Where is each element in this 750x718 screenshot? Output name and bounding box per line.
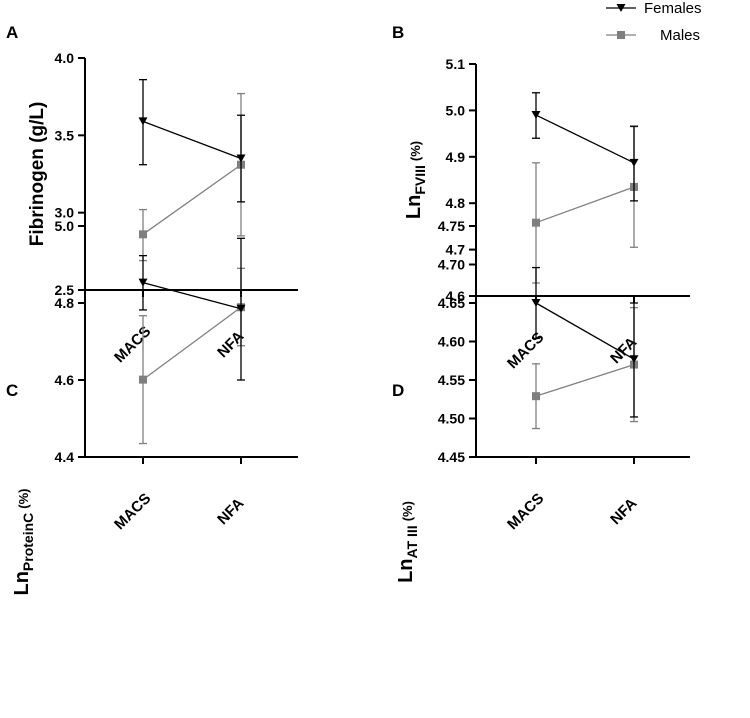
panel-d-ytick-label: 4.45 <box>438 449 465 465</box>
panel-b-males-point-macs <box>532 218 540 227</box>
panel-a-females-line <box>142 120 242 160</box>
panel-d-ytick-label: 4.60 <box>438 334 465 350</box>
legend-females-marker <box>616 4 626 12</box>
panel-a-ytick-label: 4.0 <box>55 50 75 66</box>
panel-d-xtick-label-macs: MACS <box>504 490 547 533</box>
legend: Females Males <box>606 0 702 44</box>
panel-d-ytick-label: 4.50 <box>438 411 465 427</box>
panel-d-ytick-label: 4.70 <box>438 257 465 273</box>
panel-c: C 4.4 4.6 4.8 5.0 MACS NFA LnProteinC(%) <box>6 218 298 596</box>
panel-d-ytick-label: 4.55 <box>438 372 465 388</box>
panel-b-females-line <box>535 114 635 164</box>
panel-d: D 4.45 4.50 4.55 4.60 4.65 4.70 4.75 MACS NFA Ln… <box>392 218 690 583</box>
panel-b-ytick-label: 5.0 <box>446 102 466 118</box>
panel-c-females-line <box>142 281 242 310</box>
panel-c-males-point-macs <box>139 375 147 384</box>
panel-a-y-label: Fibrinogen (g/L) <box>27 102 48 247</box>
panel-a-ytick-label: 3.0 <box>55 205 75 221</box>
panel-d-males-point-macs <box>532 392 540 401</box>
panel-d-ytick-label: 4.65 <box>438 295 465 311</box>
panel-d-xtick-label-nfa: NFA <box>607 495 640 528</box>
panel-b-ytick-label: 4.8 <box>446 195 466 211</box>
panel-c-males-line <box>142 306 242 381</box>
panel-d-females-line <box>535 302 635 360</box>
panel-b-xtick-label-macs: MACS <box>504 329 547 372</box>
panel-c-ytick-label: 4.4 <box>55 449 75 465</box>
panel-b-females-point-macs <box>531 111 541 120</box>
panel-b-males-line <box>535 186 635 224</box>
panel-a-xtick-label-nfa: NFA <box>214 328 247 361</box>
panel-b-ytick-label: 4.9 <box>446 149 466 165</box>
panel-d-females-point-macs <box>531 299 541 307</box>
panel-c-letter: C <box>6 381 18 400</box>
panel-b-ytick-label: 5.1 <box>446 56 466 72</box>
panel-d-y-label: LnAT III(%) <box>395 501 420 583</box>
panel-d-females-point-nfa <box>629 355 639 364</box>
panel-a: A 2.5 3.0 3.5 4.0 MACS NFA Fibrinogen (g/L) <box>6 23 298 366</box>
panel-b-y-label: LnFVIII(%) <box>403 141 428 219</box>
panel-a-ytick-label: 3.5 <box>55 127 75 143</box>
panel-a-ytick-label: 2.5 <box>55 282 75 298</box>
panel-c-females-point-nfa <box>236 304 246 313</box>
panel-b-females-point-nfa <box>629 158 639 167</box>
panel-d-ytick-label: 4.75 <box>438 218 465 234</box>
panel-c-females-point-macs <box>138 278 148 287</box>
panel-c-xtick-label-nfa: NFA <box>214 495 247 528</box>
panel-a-letter: A <box>6 23 18 42</box>
panel-b-ytick-label: 4.7 <box>446 242 466 258</box>
panel-a-females-point-nfa <box>236 154 246 163</box>
panel-c-ytick-label: 4.6 <box>55 372 75 388</box>
panel-a-females-point-macs <box>138 117 148 126</box>
panel-c-ytick-label: 4.8 <box>55 295 75 311</box>
legend-females-label: Females <box>644 0 702 17</box>
panel-b-letter: B <box>392 23 404 42</box>
panel-a-males-point-macs <box>139 230 147 239</box>
panel-a-males-line <box>142 164 242 235</box>
panel-a-xtick-label-macs: MACS <box>111 323 154 366</box>
panel-c-xtick-label-macs: MACS <box>111 490 154 533</box>
legend-males-marker <box>617 31 625 39</box>
panel-d-males-line <box>535 363 635 397</box>
panel-c-ytick-label: 5.0 <box>55 218 75 234</box>
panel-c-y-label: LnProteinC(%) <box>11 489 36 596</box>
legend-males-label: Males <box>660 27 700 44</box>
panel-d-letter: D <box>392 381 404 400</box>
panel-b-ytick-label: 4.6 <box>446 288 466 304</box>
